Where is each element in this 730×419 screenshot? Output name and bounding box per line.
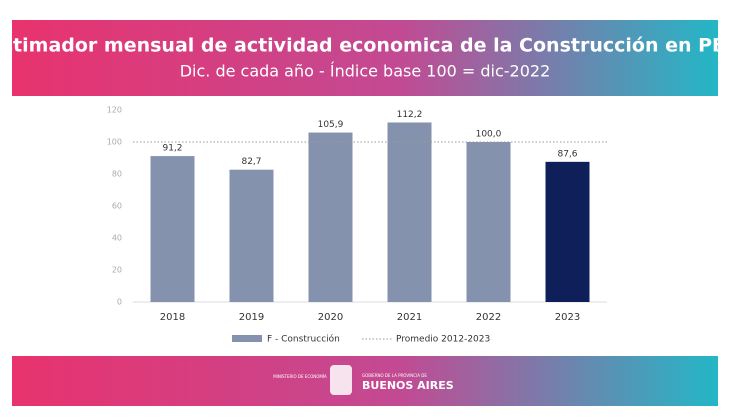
bar: [545, 161, 590, 302]
x-tick-label: 2022: [476, 312, 501, 323]
legend-label: F - Construcción: [267, 334, 340, 345]
value-label: 82,7: [241, 157, 261, 167]
footer-logo: [330, 365, 352, 395]
y-tick-label: 60: [112, 202, 122, 211]
bar: [308, 132, 353, 302]
chart-title: Estimador mensual de actividad economica…: [0, 35, 730, 57]
footer-government: GOBIERNO DE LA PROVINCIA DE: [362, 373, 427, 378]
footer-band: [12, 356, 718, 406]
header-band: [12, 20, 718, 96]
y-tick-label: 80: [112, 170, 122, 179]
y-tick-label: 40: [112, 234, 122, 243]
footer-province: BUENOS AIRES: [362, 379, 454, 392]
value-label: 100,0: [476, 130, 502, 140]
bar: [466, 142, 511, 302]
value-label: 87,6: [557, 149, 577, 159]
bar: [150, 156, 195, 302]
y-tick-label: 120: [107, 106, 122, 115]
x-tick-label: 2019: [239, 312, 264, 323]
y-tick-label: 20: [112, 266, 122, 275]
x-tick-label: 2018: [160, 312, 185, 323]
legend-swatch: [232, 335, 262, 342]
value-label: 105,9: [318, 120, 344, 130]
y-tick-label: 100: [107, 138, 122, 147]
y-tick-label: 0: [117, 298, 122, 307]
footer-ministry: MINISTERIO DE ECONOMÍA: [273, 374, 327, 379]
bar: [387, 122, 432, 302]
x-tick-label: 2021: [397, 312, 422, 323]
x-tick-label: 2023: [555, 312, 580, 323]
bar: [229, 169, 274, 302]
legend-label: Promedio 2012-2023: [396, 335, 490, 345]
value-label: 91,2: [162, 144, 182, 154]
x-tick-label: 2020: [318, 312, 343, 323]
chart-subtitle: Dic. de cada año - Índice base 100 = dic…: [180, 62, 551, 81]
value-label: 112,2: [397, 110, 423, 120]
